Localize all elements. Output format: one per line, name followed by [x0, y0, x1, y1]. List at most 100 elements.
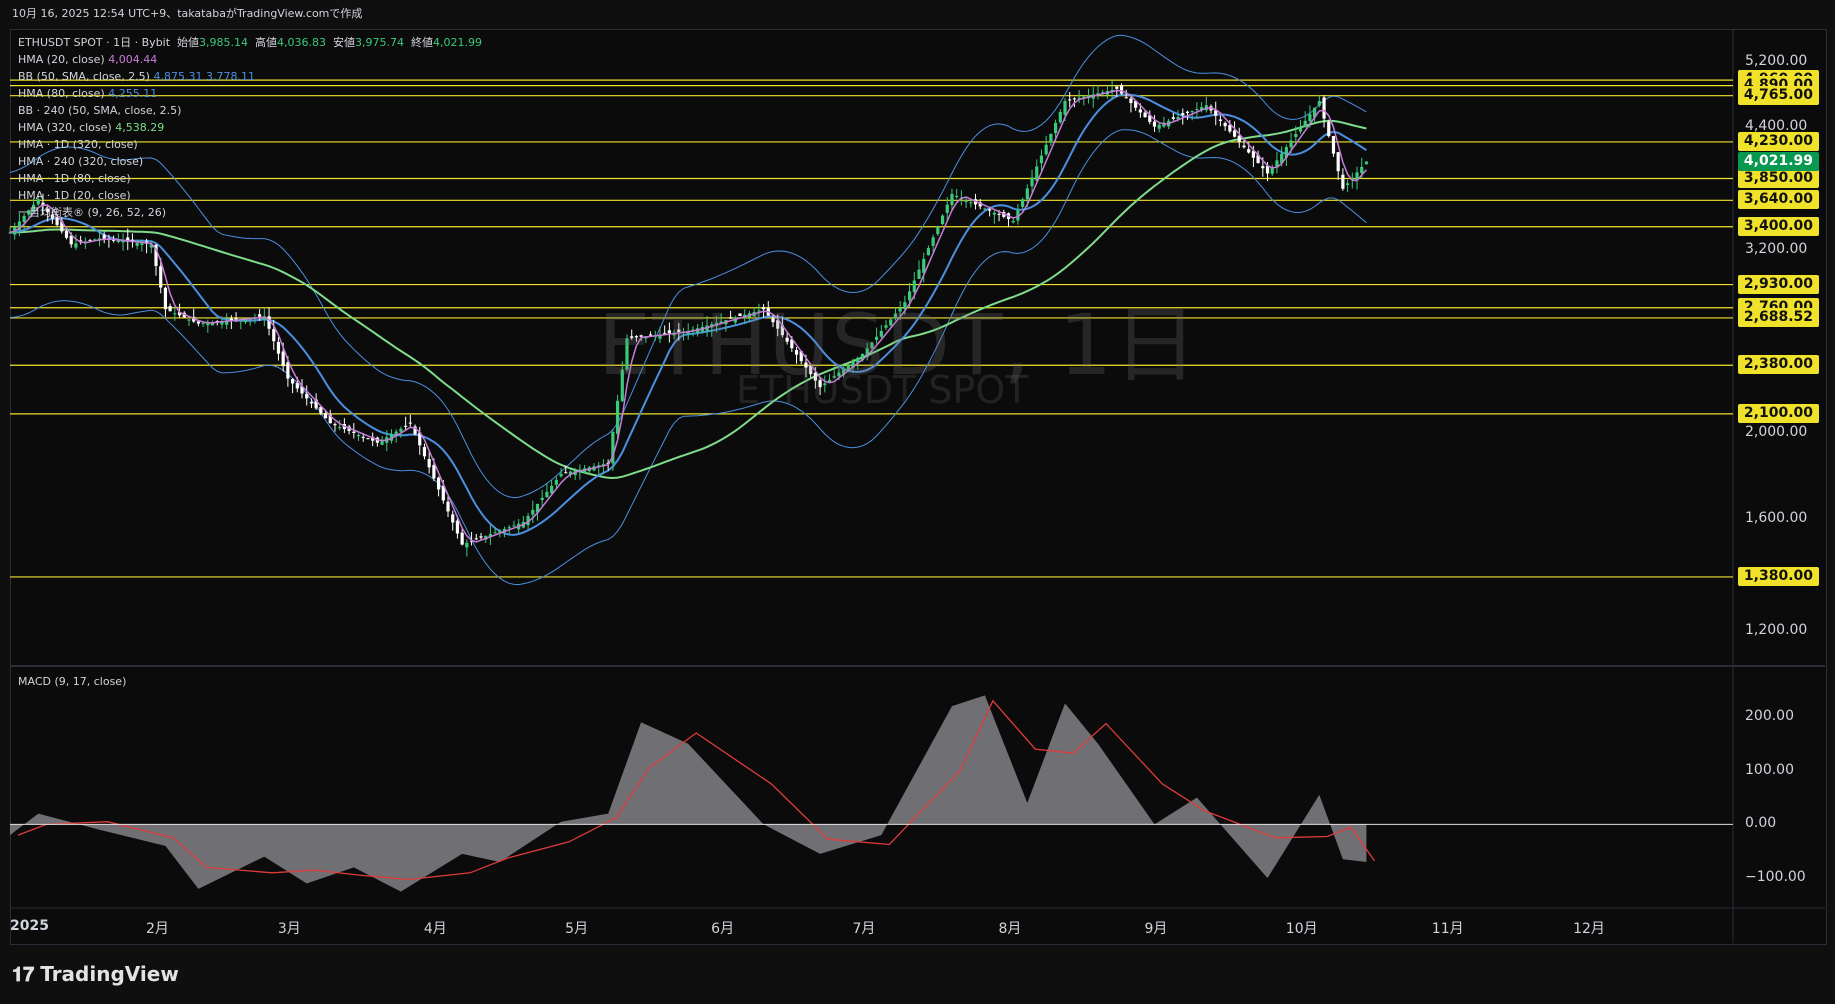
candle-body	[851, 361, 855, 368]
candle-body	[8, 232, 12, 234]
candle-body	[1247, 149, 1251, 153]
price-axis-label: 4,400.00	[1745, 117, 1808, 134]
macd-axis-label: 100.00	[1745, 761, 1794, 778]
candle-body	[926, 248, 931, 256]
candle-body	[267, 316, 271, 329]
candle-body	[276, 341, 281, 354]
candle-body	[1129, 98, 1133, 104]
candle-body	[601, 464, 606, 466]
candle-body	[394, 431, 398, 436]
candle-body	[319, 406, 323, 414]
bollinger-upper-band	[9, 34, 1367, 499]
candle-body	[262, 316, 266, 320]
candle-body	[1256, 154, 1260, 163]
candle-body	[1265, 165, 1270, 174]
indicator-hma80[interactable]: HMA (80, close) 4,255.11	[18, 87, 158, 100]
bollinger-lower-band	[9, 129, 1367, 586]
symbol-ohlc-line[interactable]: ETHUSDT SPOT · 1日 · Bybit 始値3,985.14 高値4…	[18, 36, 482, 49]
indicator-hma20[interactable]: HMA (20, close) 4,004.44	[18, 53, 158, 66]
candle-body	[507, 527, 511, 529]
indicator-ichimoku[interactable]: 一目均衡表® (9, 26, 52, 26)	[18, 206, 167, 219]
candle-body	[323, 413, 328, 419]
candle-body	[220, 320, 224, 325]
candle-body	[295, 383, 299, 389]
candle-body	[404, 425, 408, 427]
indicator-hma1d-20[interactable]: HMA · 1D (20, close)	[18, 189, 131, 202]
candle-body	[564, 472, 568, 474]
candle-body	[1110, 89, 1114, 92]
candle-body	[436, 477, 441, 490]
candle-body	[1138, 109, 1142, 113]
candle-body	[140, 243, 144, 245]
tradingview-brand[interactable]: 𝟏𝟕 TradingView	[12, 962, 179, 986]
candle-body	[922, 258, 926, 273]
macd-histogram	[10, 695, 1367, 892]
candle-body	[1011, 221, 1015, 223]
price-level-tag[interactable]: 1,380.00	[1737, 566, 1819, 586]
indicator-hma240-320[interactable]: HMA · 240 (320, close)	[18, 155, 144, 168]
candle-body	[785, 337, 789, 342]
price-level-tag[interactable]: 2,688.52	[1737, 307, 1819, 327]
price-level-tag[interactable]: 4,230.00	[1737, 131, 1819, 151]
candle-body	[64, 231, 69, 238]
candle-body	[418, 432, 422, 446]
candle-body	[1364, 161, 1369, 165]
candle-body	[74, 243, 78, 248]
candle-body	[526, 515, 530, 526]
candle-body	[1152, 121, 1157, 127]
price-level-tag[interactable]: 3,850.00	[1737, 168, 1819, 188]
candle-body	[1289, 140, 1293, 148]
candle-body	[813, 372, 817, 381]
candle-body	[206, 322, 210, 326]
indicator-hma1d-320[interactable]: HMA · 1D (320, close)	[18, 138, 138, 151]
candle-body	[338, 427, 342, 429]
candle-body	[1053, 122, 1058, 134]
candle-body	[88, 240, 92, 242]
candle-body	[361, 436, 365, 438]
price-level-tag[interactable]: 4,765.00	[1737, 85, 1819, 105]
candle-body	[658, 334, 662, 339]
candle-body	[121, 241, 125, 243]
indicator-hma1d-80[interactable]: HMA · 1D (80, close)	[18, 172, 131, 185]
time-axis-label: 8月	[998, 921, 1022, 937]
price-level-tag[interactable]: 3,400.00	[1737, 216, 1819, 236]
candle-body	[1035, 166, 1039, 181]
price-level-tag[interactable]: 3,640.00	[1737, 190, 1819, 210]
price-level-tag[interactable]: 2,930.00	[1737, 274, 1819, 294]
candle-body	[479, 536, 483, 538]
candle-body	[465, 542, 469, 548]
candle-body	[860, 354, 865, 361]
current-price-tag[interactable]: 4,021.99	[1737, 151, 1819, 171]
indicator-bb240[interactable]: BB · 240 (50, SMA, close, 2.5)	[18, 104, 182, 117]
indicator-bb[interactable]: BB (50, SMA, close, 2.5) 4,875.31 3,778.…	[18, 70, 255, 83]
open-value: 3,985.14	[199, 36, 249, 49]
macd-axis-label: 200.00	[1745, 707, 1794, 724]
price-axis-label: 1,600.00	[1745, 510, 1808, 527]
candle-body	[512, 525, 516, 527]
indicator-legend: ETHUSDT SPOT · 1日 · Bybit 始値3,985.14 高値4…	[18, 34, 482, 221]
candle-body	[1284, 147, 1288, 158]
macd-legend[interactable]: MACD (9, 17, close)	[18, 675, 127, 688]
time-axis-label: 4月	[423, 921, 447, 937]
candle-body	[1341, 174, 1345, 189]
close-value: 4,021.99	[433, 36, 482, 49]
candle-body	[432, 465, 436, 479]
candle-body	[413, 426, 417, 435]
candle-body	[1181, 113, 1185, 115]
candle-body	[1068, 99, 1072, 101]
candle-body	[992, 212, 996, 215]
candle-body	[229, 318, 233, 320]
candle-body	[1270, 166, 1274, 174]
candle-body	[243, 318, 248, 323]
candle-body	[545, 491, 549, 498]
candle-body	[719, 321, 723, 324]
price-level-tag[interactable]: 2,100.00	[1737, 403, 1819, 423]
candle-body	[1331, 136, 1336, 154]
candle-body	[1195, 109, 1199, 111]
indicator-hma320[interactable]: HMA (320, close) 4,538.29	[18, 121, 165, 134]
candle-body	[102, 234, 106, 239]
candle-body	[1313, 107, 1317, 118]
candle-body	[441, 485, 445, 501]
price-level-tag[interactable]: 2,380.00	[1737, 355, 1819, 375]
